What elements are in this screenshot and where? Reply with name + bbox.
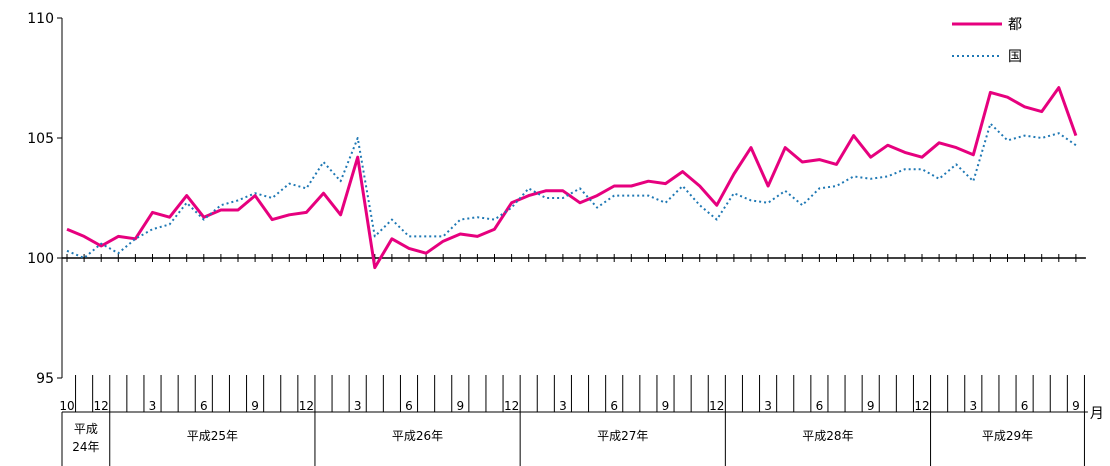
month-tick-label: 12	[914, 399, 929, 413]
legend-label: 都	[1008, 17, 1022, 33]
month-tick-label: 10	[59, 399, 74, 413]
year-group-label: 平成26年	[392, 429, 443, 443]
year-group-label: 平成27年	[597, 429, 648, 443]
y-tick-label: 100	[27, 251, 54, 267]
month-tick-label: 3	[764, 399, 772, 413]
year-group-label: 平成28年	[802, 429, 853, 443]
month-tick-label: 12	[94, 399, 109, 413]
month-tick-label: 9	[456, 399, 464, 413]
series-layer	[66, 86, 1078, 270]
y-tick-label: 110	[27, 11, 54, 27]
month-tick-label: 6	[405, 399, 413, 413]
month-tick-label: 3	[149, 399, 157, 413]
month-tick-label: 6	[200, 399, 208, 413]
month-tick-label: 3	[354, 399, 362, 413]
year-group-label: 平成29年	[982, 429, 1033, 443]
y-tick-label: 95	[36, 371, 54, 387]
month-tick-label: 3	[969, 399, 977, 413]
month-tick-label: 12	[504, 399, 519, 413]
year-group-label: 平成25年	[187, 429, 238, 443]
series-line-都	[66, 86, 1078, 270]
legend-label: 国	[1008, 49, 1022, 65]
year-group-label: 平成	[74, 422, 98, 436]
y-tick-label: 105	[27, 131, 54, 147]
month-tick-label: 6	[610, 399, 618, 413]
month-tick-label: 9	[1072, 399, 1080, 413]
month-tick-label: 3	[559, 399, 567, 413]
x-axis-label: 月	[1090, 406, 1104, 422]
year-group-label: 24年	[72, 440, 99, 454]
legend: 都国	[952, 17, 1022, 65]
month-tick-label: 12	[709, 399, 724, 413]
series-line-国	[66, 122, 1077, 259]
month-tick-label: 12	[299, 399, 314, 413]
month-tick-label: 9	[867, 399, 875, 413]
month-tick-label: 9	[662, 399, 670, 413]
month-tick-label: 6	[1021, 399, 1029, 413]
month-tick-label: 6	[816, 399, 824, 413]
month-tick-label: 9	[251, 399, 259, 413]
